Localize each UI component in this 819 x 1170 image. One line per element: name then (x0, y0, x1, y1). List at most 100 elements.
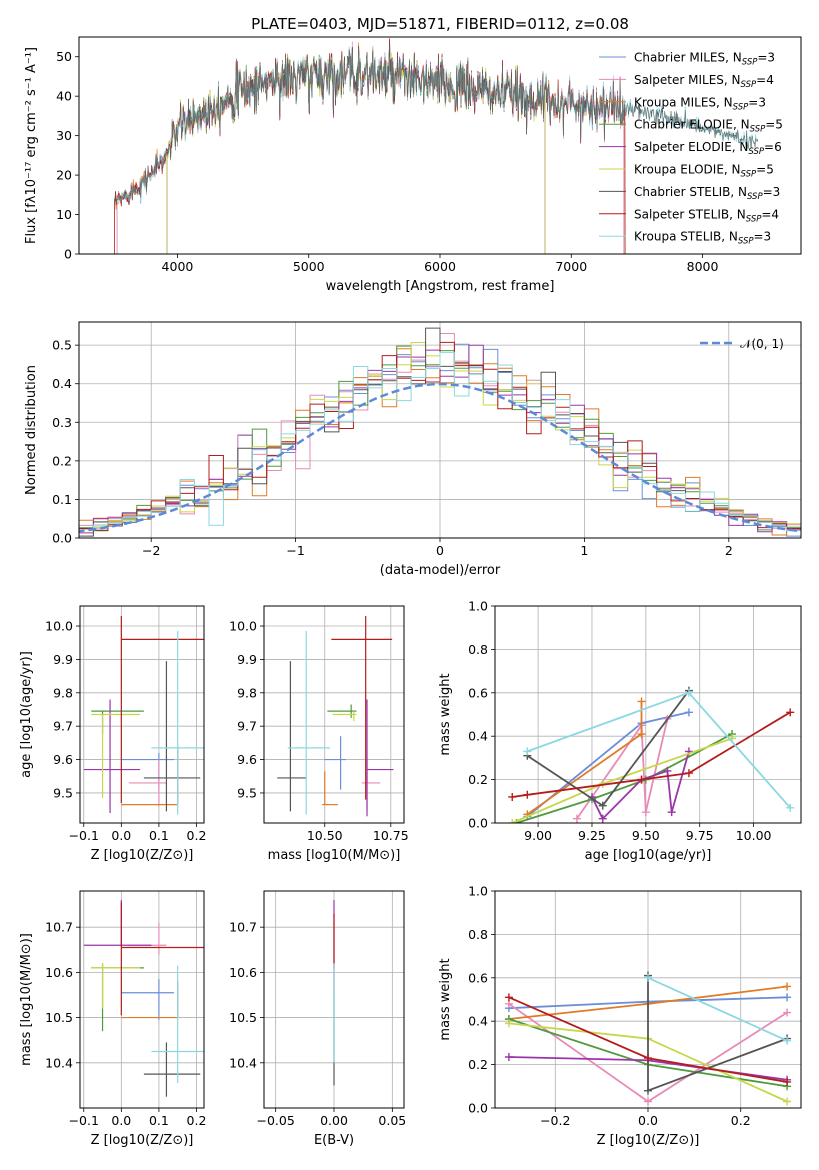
weight-marker (783, 1097, 792, 1106)
y-tick-label: 9.5 (53, 785, 73, 800)
y-tick-label: 0.2 (468, 772, 488, 787)
weight-marker (598, 801, 607, 810)
y-axis-label: mass [log10(M/M⊙)] (19, 933, 34, 1066)
weight-marker (572, 814, 581, 823)
x-tick-label: −0.2 (540, 1113, 570, 1128)
plot-area-z-weight (504, 971, 792, 1106)
weight-marker (783, 1077, 792, 1086)
axes-frame (494, 605, 802, 824)
y-axis-label: Flux [fλ10⁻¹⁷ erg cm⁻² s⁻¹ A⁻¹] (24, 47, 39, 244)
x-tick-label: −0.1 (69, 1113, 99, 1128)
x-axis-label: Z [log10(Z/Z⊙)] (91, 1133, 194, 1148)
weight-marker (508, 792, 517, 801)
x-tick-label: 10.50 (307, 828, 343, 843)
residual-histogram (79, 341, 801, 531)
y-tick-label: 0.4 (468, 729, 488, 744)
normal-curve (79, 382, 801, 533)
plot-area-spectrum (114, 38, 759, 254)
y-tick-label: 9.6 (53, 752, 73, 767)
x-tick-label: 0 (436, 543, 444, 558)
x-axis-label: wavelength [Angstrom, rest frame] (326, 279, 555, 294)
y-tick-label: 1.0 (468, 884, 488, 899)
weight-marker (523, 747, 532, 756)
weight-marker (637, 697, 646, 706)
y-tick-label: 40 (56, 89, 72, 104)
weight-marker (644, 1097, 652, 1106)
y-tick-label: 30 (56, 128, 72, 143)
y-axis-label: mass weight (438, 673, 453, 755)
y-tick-label: 0.6 (468, 685, 488, 700)
y-tick-label: 0.2 (468, 1057, 488, 1072)
x-tick-label: 10.00 (736, 828, 772, 843)
x-axis-label: (data-model)/error (380, 563, 501, 578)
plot-area-mass-age (277, 616, 394, 817)
weight-marker (504, 993, 513, 1002)
y-tick-label: 1.0 (468, 599, 488, 614)
x-tick-label: 0.2 (187, 828, 207, 843)
legend-entry: Salpeter ELODIE, NSSP=6 (634, 140, 782, 157)
axes-frame (78, 36, 802, 255)
y-tick-label: 9.9 (53, 652, 73, 667)
legend-entry: Kroupa ELODIE, NSSP=5 (634, 163, 774, 180)
axes-frame (494, 890, 802, 1109)
y-tick-label: 0.2 (52, 453, 72, 468)
y-tick-label: 9.9 (237, 652, 257, 667)
x-tick-label: 9.75 (686, 828, 714, 843)
legend-entry: Chabrier ELODIE, NSSP=5 (634, 118, 783, 135)
x-tick-label: −2 (142, 543, 160, 558)
residual-histogram (79, 351, 801, 532)
weight-marker (504, 1053, 513, 1062)
axes-frame (79, 890, 205, 1109)
y-tick-label: 0.1 (52, 492, 72, 507)
x-tick-label: 0.2 (731, 1113, 751, 1128)
y-axis-label: age [log10(age/yr)] (19, 651, 34, 778)
y-tick-label: 10.0 (45, 619, 73, 634)
x-tick-label: 0.05 (378, 1113, 406, 1128)
x-tick-label: 9.50 (632, 828, 660, 843)
y-tick-label: 0.0 (52, 531, 72, 546)
weight-series (516, 733, 733, 823)
x-axis-label: mass [log10(M/M⊙)] (268, 848, 401, 863)
legend-entry: Salpeter MILES, NSSP=4 (634, 73, 774, 90)
axes-frame (78, 321, 802, 539)
axes-frame (263, 890, 405, 1109)
x-tick-label: 0.0 (638, 1113, 658, 1128)
spectrum-series (114, 42, 758, 205)
x-axis-label: Z [log10(Z/Z⊙)] (91, 848, 194, 863)
weight-marker (637, 730, 646, 739)
y-tick-label: 9.7 (237, 719, 257, 734)
y-tick-label: 0 (64, 247, 72, 262)
y-tick-label: 10.0 (229, 619, 257, 634)
y-tick-label: 10.7 (45, 920, 73, 935)
weight-marker (684, 708, 693, 717)
weight-series (526, 690, 690, 807)
y-tick-label: 50 (56, 49, 72, 64)
y-tick-label: 10.5 (45, 1010, 73, 1025)
y-tick-label: 20 (56, 168, 72, 183)
y-tick-label: 0.5 (52, 338, 72, 353)
x-tick-label: 8000 (687, 259, 719, 274)
weight-marker (598, 814, 607, 823)
y-tick-label: 0.3 (52, 415, 72, 430)
x-axis-label: age [log10(age/yr)] (585, 848, 712, 863)
y-tick-label: 10.7 (229, 920, 257, 935)
x-tick-label: 7000 (555, 259, 587, 274)
y-tick-label: 0.6 (468, 970, 488, 985)
weight-marker (783, 1008, 792, 1017)
x-tick-label: 6000 (424, 259, 456, 274)
x-tick-label: 0.0 (111, 828, 131, 843)
x-tick-label: 4000 (162, 259, 194, 274)
weight-series (647, 975, 788, 1092)
x-axis-label: E(B-V) (314, 1133, 354, 1148)
weight-series (591, 751, 690, 821)
y-tick-label: 0.8 (468, 927, 488, 942)
y-tick-label: 9.8 (53, 685, 73, 700)
weight-marker (663, 766, 672, 775)
legend-entry: Chabrier STELIB, NSSP=3 (634, 185, 780, 202)
weight-series (526, 691, 791, 809)
x-tick-label: 10.75 (373, 828, 409, 843)
y-tick-label: 10 (56, 207, 72, 222)
plot-area-age-weight (508, 686, 795, 823)
weight-marker (641, 808, 650, 817)
